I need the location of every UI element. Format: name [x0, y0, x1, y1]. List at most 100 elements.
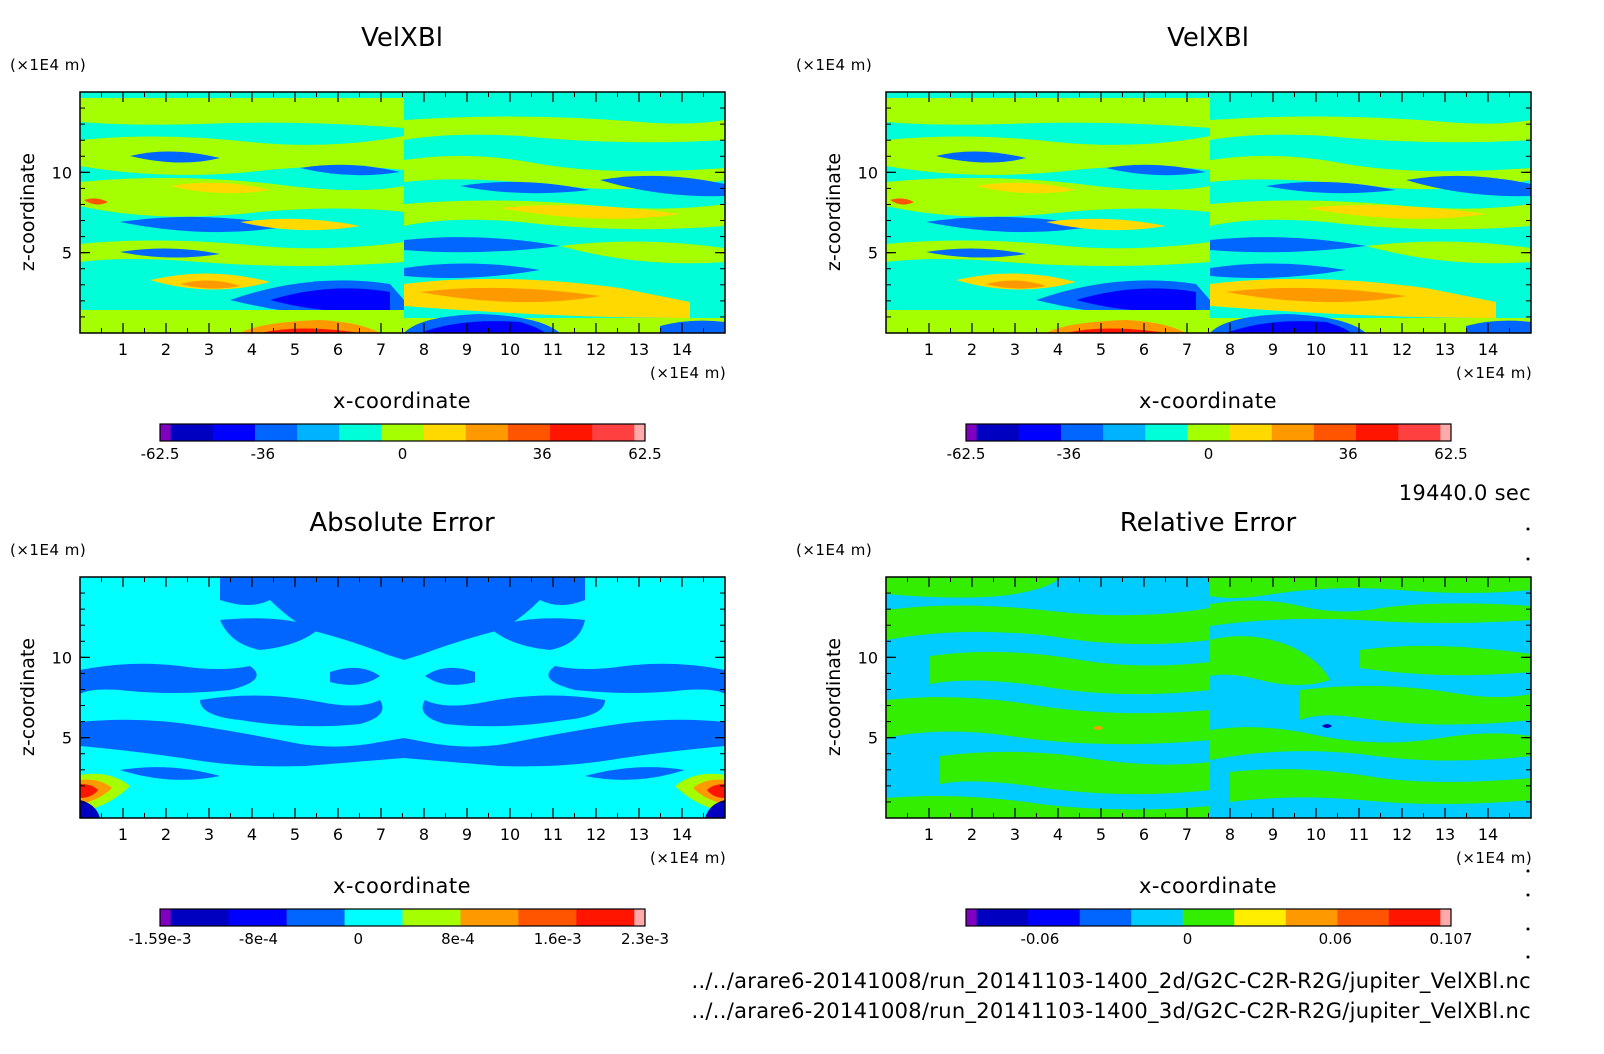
colorbar-segment	[1388, 909, 1441, 926]
panel-title: VelXBl	[361, 23, 443, 53]
x-unit-label: (×1E4 m)	[1456, 364, 1532, 382]
colorbar-tick-label: -62.5	[141, 445, 180, 463]
x-axis-label: x-coordinate	[333, 874, 471, 898]
contour-field	[80, 577, 725, 818]
colorbar: -0.06 0 0.06 0.107	[965, 908, 1472, 948]
colorbar-segment	[1018, 424, 1062, 441]
x-tick-label: 6	[333, 340, 343, 359]
x-tick-label: 7	[376, 340, 386, 359]
x-tick-label: 9	[1268, 825, 1278, 844]
x-tick-label: 2	[967, 340, 977, 359]
x-tick-label: 1	[118, 825, 128, 844]
colorbar-segment	[518, 909, 577, 926]
x-tick-label: 10	[1306, 340, 1326, 359]
colorbar-segment	[1440, 909, 1452, 926]
y-axis: 5 10	[52, 107, 725, 318]
colorbar-tick-label: 62.5	[1434, 445, 1467, 463]
y-tick-label: 10	[52, 648, 72, 667]
y-tick-label: 5	[868, 244, 878, 263]
x-tick-label: 13	[1435, 340, 1455, 359]
x-axis: 1 2 3 4 5 6 7 8 9 10 11 12 13 14	[907, 92, 1510, 359]
colorbar-segment	[160, 909, 172, 926]
y-tick-label: 5	[62, 244, 72, 263]
colorbar-segment	[1131, 909, 1184, 926]
colorbar-tick-label: 8e-4	[441, 930, 475, 948]
field-right-half	[1210, 577, 1531, 804]
colorbar-segment	[1103, 424, 1146, 441]
time-label: 19440.0 sec	[1399, 481, 1531, 505]
colorbar-segment	[634, 424, 646, 441]
colorbar-tick-label: 0	[1183, 930, 1193, 948]
x-tick-label: 1	[924, 340, 934, 359]
colorbar-tick-label: 36	[533, 445, 552, 463]
x-tick-label: 13	[629, 825, 649, 844]
x-axis: 1 2 3 4 5 6 7 8 9 10 11 12 13 14	[101, 92, 704, 359]
colorbar-tick-label: 1.6e-3	[534, 930, 582, 948]
y-tick-label: 10	[858, 163, 878, 182]
field-left-half	[886, 98, 1210, 333]
y-axis: 5 10	[858, 107, 1531, 318]
y-axis-label: z-coordinate	[17, 638, 39, 756]
y-unit-label: (×1E4 m)	[10, 541, 86, 559]
colorbar: -1.59e-3 -8e-4 0 8e-4 1.6e-3 2.3e-3	[129, 908, 669, 948]
x-tick-label: 5	[1096, 340, 1106, 359]
panel-relative-error: Relative Error (×1E4 m)	[796, 508, 1532, 948]
contour-field	[886, 92, 1531, 333]
colorbar-segment	[402, 909, 461, 926]
colorbar-segment	[634, 909, 646, 926]
x-tick-label: 4	[247, 825, 257, 844]
colorbar: -62.5 -36 0 36 62.5	[947, 423, 1468, 463]
y-axis: 5 10	[858, 592, 1531, 803]
colorbar-tick-label: 62.5	[628, 445, 661, 463]
colorbar-segment	[976, 424, 1020, 441]
x-tick-label: 9	[462, 825, 472, 844]
x-tick-label: 6	[1139, 340, 1149, 359]
panel-velxbl-3d: VelXBl (×1E4 m)	[796, 23, 1532, 463]
x-tick-label: 3	[1010, 340, 1020, 359]
colorbar-segment	[465, 424, 509, 441]
x-axis-label: x-coordinate	[1139, 389, 1277, 413]
y-unit-label: (×1E4 m)	[10, 56, 86, 74]
y-axis-label: z-coordinate	[823, 638, 845, 756]
x-tick-label: 12	[1392, 340, 1412, 359]
y-unit-label: (×1E4 m)	[796, 56, 872, 74]
colorbar-segment	[1285, 909, 1338, 926]
colorbar-frame	[965, 908, 1452, 927]
colorbar-segment	[344, 909, 403, 926]
colorbar-segment	[592, 424, 635, 441]
x-tick-label: 12	[586, 340, 606, 359]
field-right-half	[1210, 98, 1531, 333]
colorbar-frame	[159, 908, 646, 927]
x-tick-label: 11	[1349, 825, 1369, 844]
colorbar-segment	[1313, 424, 1357, 441]
x-tick-label: 4	[1053, 825, 1063, 844]
colorbar-segment	[976, 909, 1029, 926]
x-tick-label: 3	[1010, 825, 1020, 844]
x-axis: 1 2 3 4 5 6 7 8 9 10 11 12 13 14	[907, 577, 1510, 844]
x-tick-label: 2	[967, 825, 977, 844]
contour-field	[80, 92, 725, 333]
colorbar-frame	[965, 423, 1452, 442]
x-tick-label: 8	[419, 825, 429, 844]
colorbar-segment	[966, 424, 978, 441]
colorbar-tick-label: -62.5	[947, 445, 986, 463]
colorbar-segment	[576, 909, 635, 926]
colorbar-tick-label: 0.06	[1319, 930, 1352, 948]
x-axis-label: x-coordinate	[1139, 874, 1277, 898]
colorbar-segment	[1182, 909, 1235, 926]
colorbar-segment	[1440, 424, 1452, 441]
colorbar-segment	[1356, 424, 1399, 441]
panel-velxbl-2d: VelXBl (×1E4 m)	[10, 23, 726, 463]
colorbar-tick-label: -36	[1057, 445, 1082, 463]
x-tick-label: 2	[161, 825, 171, 844]
colorbar-segment	[160, 424, 172, 441]
colorbar-segment	[170, 909, 230, 926]
x-tick-label: 12	[586, 825, 606, 844]
file-path-2d: ../../arare6-20141008/run_20141103-1400_…	[691, 969, 1531, 994]
colorbar-segment	[423, 424, 467, 441]
colorbar: -62.5 -36 0 36 62.5	[141, 423, 662, 463]
colorbar-tick-label: 0	[1204, 445, 1214, 463]
colorbar-segment	[297, 424, 340, 441]
